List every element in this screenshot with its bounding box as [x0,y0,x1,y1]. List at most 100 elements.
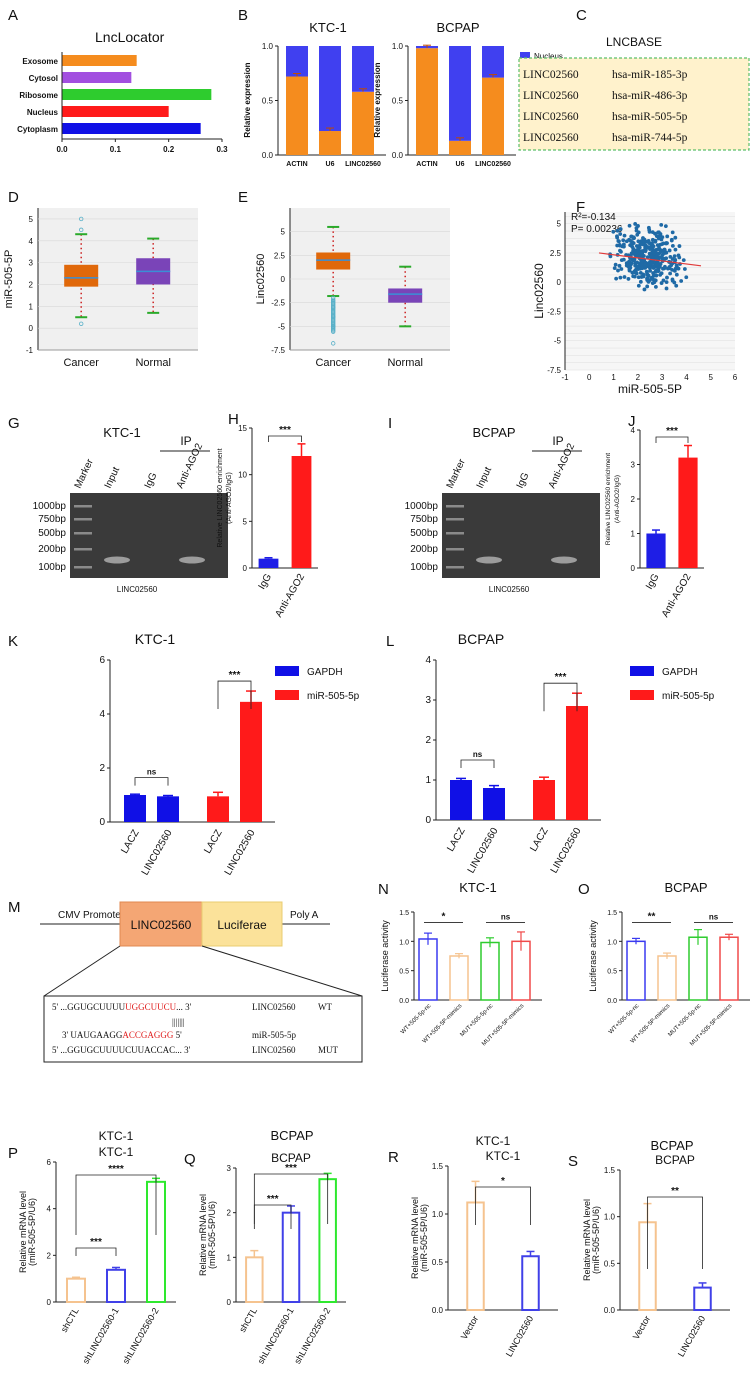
panel-l-legend-label-gapdh: GAPDH [662,667,698,678]
panel-b-y-label: Relative expression [373,62,382,137]
sequence-text: 5' ...GGUGCUUUU [52,1002,126,1012]
panel-j-y-tick-label: 2 [631,495,636,504]
panel-f-point [649,261,654,266]
panel-b-bar-cytoplasm [482,77,504,155]
panel-f-point [633,263,638,268]
panel-label: P [8,1145,18,1162]
panel-f-point [654,255,659,260]
panel-label: F [576,199,585,216]
panel-f-point [622,275,627,279]
panel-a-x-tick-label: 0.2 [163,145,175,154]
panel-s-sig-label: ** [671,1186,679,1197]
panel-f-point [670,230,675,235]
panel-f-point [631,236,636,241]
panel-h-y-tick-label: 10 [238,471,247,480]
panel-p-sig-bracket [75,1174,157,1235]
panel-k-y-tick-label: 6 [99,655,105,666]
gel-lane-label: Marker [445,457,468,490]
lncbase-box [518,57,750,151]
panel-n-bar [480,941,500,1001]
gel-band-input [476,556,502,564]
panel-f-point [662,248,667,252]
panel-f-point [674,272,679,277]
panel-a-bar [62,55,137,66]
panel-d-y-tick-label: 2 [29,280,34,289]
panel-f-point [673,247,678,252]
panel-l-sig-label: *** [555,672,567,683]
panel-a-bar [62,89,212,100]
gel-size-label: 750bp [410,514,438,525]
panel-l-y-tick-label: 0 [425,815,431,826]
panel-f-point [642,254,646,258]
panel-q-y-tick-label: 0 [227,1298,232,1307]
panel-f-point [646,240,651,244]
panel-l-y-tick-label: 3 [425,695,431,706]
panel-e-y-tick-label: 5 [281,228,286,237]
panel-a-category-label: Nucleus [27,108,59,117]
gel-image [70,493,228,578]
panel-a-bar [62,123,201,134]
panel-f-y-tick-label: 5 [557,220,562,229]
panel-f-point [654,263,659,267]
panel-f-point [684,275,689,280]
panel-h-y-tick-label: 15 [238,424,247,433]
panel-f-point [667,248,672,253]
panel-f-point [618,232,623,236]
panel-f-point [643,264,647,269]
panel-b-bar-nucleus [352,46,374,92]
panel-k-sig-label: ns [147,768,157,777]
panel-q-sig-bracket [253,1204,292,1229]
panel-l-bar [566,706,588,820]
panel-r-y-tick-label: 1.0 [432,1210,444,1219]
panel-e-y-tick-label: -5 [278,322,286,331]
construct-polya-label: Poly A [290,910,319,921]
lncbase-mir-name: hsa-miR-486-3p [612,90,688,102]
panel-d-y-tick-label: -1 [26,346,34,355]
panel-a-x-tick-label: 0.1 [110,145,122,154]
panel-s-y-tick-label: 1.5 [604,1166,616,1175]
panel-f-y-label: Linc02560 [532,263,546,319]
gel-size-label: 1000bp [33,501,67,512]
panel-p-y-tick-label: 6 [47,1158,52,1167]
panel-s-category-label: LINC02560 [676,1314,707,1358]
panel-p-category-label: shLINC02560-1 [81,1306,121,1366]
panel-a-bar [62,72,132,83]
panel-k-category-label: LACZ [202,828,224,856]
panel-o-y-tick-label: 0.5 [607,969,617,976]
panel-q-y-tick-label: 1 [227,1253,232,1262]
panel-f-point [638,279,643,284]
panel-j-sig-bracket [655,436,689,443]
panel-a-category-label: Exosome [22,57,58,66]
gel-size-label: 100bp [38,562,66,573]
panel-f-point [626,263,631,267]
panel-s-bar [693,1286,712,1311]
panel-f-point [616,268,620,273]
panel-l-bar [450,780,472,820]
panel-f-x-tick-label: 0 [587,373,592,382]
panel-r-title: KTC-1 [476,1134,511,1148]
panel-f-trend-line [598,252,702,267]
panel-e-y-tick-label: 0 [281,275,286,284]
panel-f-point [614,276,619,281]
panel-d-outlier [78,227,84,233]
panel-q-y-label: Relative mRNA level [198,1194,208,1276]
gel-ip-label: IP [180,434,191,448]
lncbase-title: LNCBASE [606,35,662,49]
panel-d-outlier [78,321,84,326]
gel-marker-band [74,505,92,508]
panel-s-y-tick-label: 0.5 [604,1259,616,1268]
panel-f-point [654,273,659,278]
panel-e-box [316,252,351,270]
panel-k-sig-bracket [134,777,169,786]
panel-f-point [672,280,677,285]
panel-r-y-tick-label: 1.5 [432,1162,444,1171]
panel-o-title: BCPAP [664,880,707,895]
panel-f-point [613,262,618,267]
panel-h-y-tick-label: 0 [243,564,248,573]
panel-f-point [636,239,641,244]
panel-q-category-label: shLINC02560-1 [256,1306,296,1366]
panel-f-point [621,238,626,243]
panel-f-point [653,284,658,289]
panel-b-title-ktc-1: KTC-1 [309,20,347,35]
panel-f-point [676,253,681,258]
